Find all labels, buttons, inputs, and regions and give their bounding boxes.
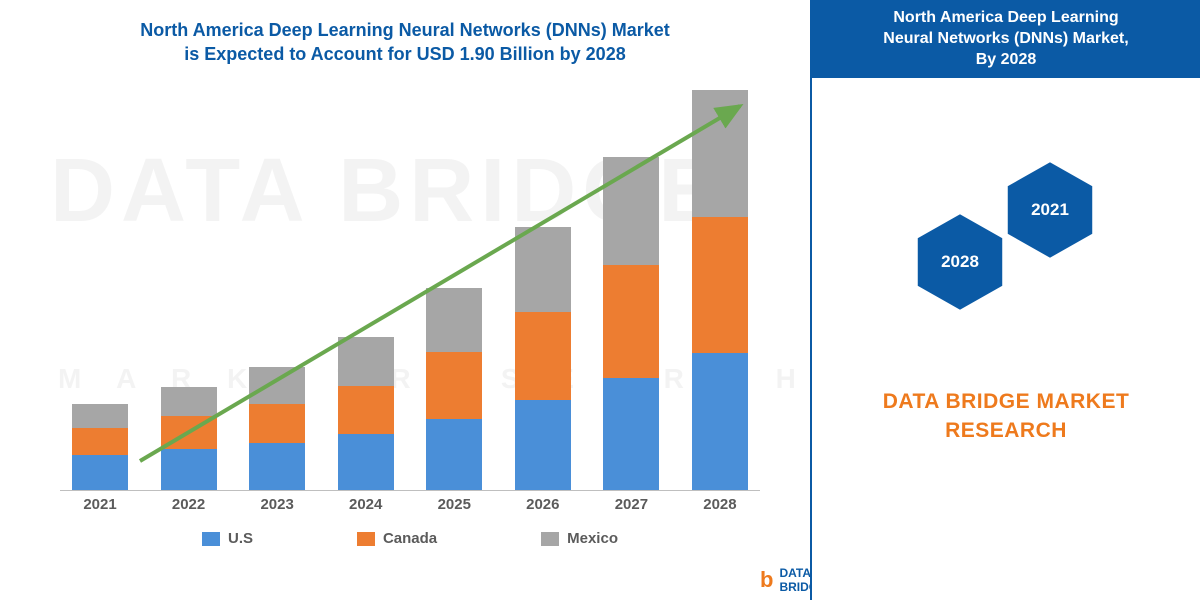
x-label-2027: 2027 — [603, 496, 659, 513]
bar-2024 — [338, 337, 394, 490]
brand-text: DATA BRIDGE MARKET RESEARCH — [883, 388, 1130, 445]
bar-segment-canada-2024 — [338, 386, 394, 435]
bar-2027 — [603, 157, 659, 490]
bar-2028 — [692, 90, 748, 490]
bar-segment-us-2021 — [72, 455, 128, 490]
logo-mark: b — [760, 567, 773, 593]
bar-segment-us-2024 — [338, 434, 394, 490]
chart-plot — [60, 90, 760, 490]
x-axis-line — [60, 490, 760, 491]
right-header-line3: By 2028 — [824, 50, 1188, 71]
bar-segment-us-2026 — [515, 400, 571, 490]
bar-2025 — [426, 288, 482, 490]
bar-segment-canada-2022 — [161, 416, 217, 449]
hex-2021: 2021 — [1002, 156, 1098, 264]
bar-segment-us-2027 — [603, 378, 659, 490]
legend-item-us: U.S — [202, 530, 253, 547]
chart-title-line2: is Expected to Account for USD 1.90 Bill… — [60, 42, 750, 66]
bar-segment-canada-2025 — [426, 352, 482, 418]
bar-segment-mexico-2022 — [161, 387, 217, 416]
legend-swatch — [541, 532, 559, 546]
x-label-2024: 2024 — [338, 496, 394, 513]
brand-line1: DATA BRIDGE MARKET — [883, 388, 1130, 416]
bar-segment-mexico-2021 — [72, 404, 128, 427]
legend: U.S Canada Mexico — [150, 530, 670, 547]
bar-segment-mexico-2028 — [692, 90, 748, 217]
bar-segment-canada-2027 — [603, 265, 659, 378]
hex-2028: 2028 — [912, 208, 1008, 316]
hex-2021-label: 2021 — [1031, 200, 1069, 220]
x-label-2028: 2028 — [692, 496, 748, 513]
bar-segment-us-2028 — [692, 353, 748, 490]
x-label-2026: 2026 — [515, 496, 571, 513]
bar-segment-canada-2021 — [72, 428, 128, 455]
x-label-2021: 2021 — [72, 496, 128, 513]
bar-segment-mexico-2024 — [338, 337, 394, 386]
chart-title: North America Deep Learning Neural Netwo… — [60, 18, 750, 67]
bar-2023 — [249, 367, 305, 490]
legend-item-canada: Canada — [357, 530, 437, 547]
bar-2021 — [72, 404, 128, 490]
x-label-2022: 2022 — [161, 496, 217, 513]
chart-title-line1: North America Deep Learning Neural Netwo… — [60, 18, 750, 42]
right-panel: North America Deep Learning Neural Netwo… — [810, 0, 1200, 600]
bar-segment-us-2023 — [249, 443, 305, 490]
legend-label: Mexico — [567, 530, 618, 547]
legend-label: Canada — [383, 530, 437, 547]
right-header-line2: Neural Networks (DNNs) Market, — [824, 29, 1188, 50]
bar-segment-us-2022 — [161, 449, 217, 490]
bar-segment-mexico-2026 — [515, 227, 571, 313]
legend-item-mexico: Mexico — [541, 530, 618, 547]
legend-label: U.S — [228, 530, 253, 547]
bar-segment-mexico-2027 — [603, 157, 659, 264]
right-header-line1: North America Deep Learning — [824, 8, 1188, 29]
x-label-2023: 2023 — [249, 496, 305, 513]
brand-line2: RESEARCH — [883, 417, 1130, 445]
bar-segment-canada-2026 — [515, 312, 571, 400]
bar-segment-canada-2023 — [249, 404, 305, 443]
x-axis-labels: 2021 2022 2023 2024 2025 2026 2027 2028 — [60, 496, 760, 513]
x-label-2025: 2025 — [426, 496, 482, 513]
bar-2022 — [161, 387, 217, 490]
hex-2028-label: 2028 — [941, 252, 979, 272]
right-panel-header: North America Deep Learning Neural Netwo… — [812, 0, 1200, 78]
hex-badges: 2028 2021 — [812, 118, 1200, 378]
legend-swatch — [202, 532, 220, 546]
bar-segment-us-2025 — [426, 419, 482, 490]
bar-segment-mexico-2023 — [249, 367, 305, 404]
legend-swatch — [357, 532, 375, 546]
chart-area: North America Deep Learning Neural Netwo… — [0, 0, 810, 600]
bar-segment-mexico-2025 — [426, 288, 482, 352]
bars-container — [60, 90, 760, 490]
bar-segment-canada-2028 — [692, 217, 748, 354]
bar-2026 — [515, 227, 571, 490]
